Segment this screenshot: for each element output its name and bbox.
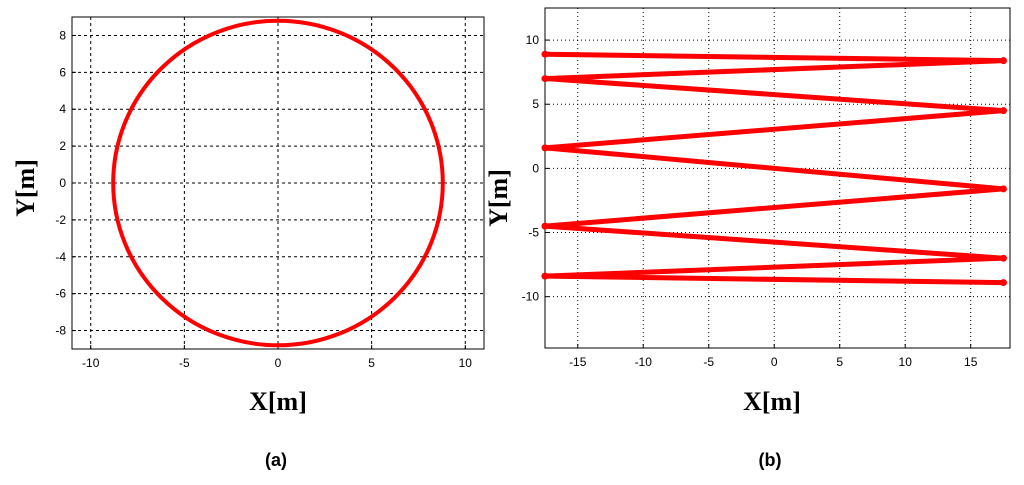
panel-a-y-tick-label: 2 (59, 139, 66, 153)
panel-a-y-tick-label: -6 (55, 287, 66, 301)
panel-a-circle-plot: -10 -5 0 5 10 -8 -6 -4 -2 0 2 4 6 8 X[m] Y[m] (a) (11, 16, 485, 470)
panel-a-y-axis-label: Y[m] (11, 159, 40, 217)
panel-b-x-tick-label: 10 (899, 355, 913, 369)
panel-a-x-tick-label: 5 (368, 356, 375, 370)
panel-b-y-axis-label: Y[m] (484, 169, 513, 227)
panel-b-trajectory-vertex (541, 75, 549, 83)
panel-b-trajectory-vertex (999, 185, 1007, 193)
panel-b-y-tick-label: 10 (526, 33, 540, 47)
panel-b-trajectory-vertex (541, 144, 549, 152)
panel-b-y-tick-label: 5 (532, 97, 539, 111)
panel-a-y-tick-label: -2 (55, 213, 66, 227)
panel-b-trajectory-vertex (999, 279, 1007, 287)
panel-b-trajectory-vertex (999, 57, 1007, 65)
panel-a-caption: (a) (265, 450, 287, 470)
panel-b-zigzag-trajectory (542, 51, 1006, 286)
panel-a-y-tick-label: 8 (59, 28, 66, 42)
panel-b-x-tick-label: -15 (569, 355, 587, 369)
panel-b-trajectory-vertex (999, 107, 1007, 115)
panel-b-zigzag-plot: -15 -10 -5 0 5 10 15 -10 -5 0 5 10 X[m] Y[m] (b) (484, 7, 1011, 470)
panel-a-x-tick-label: -5 (179, 356, 190, 370)
panel-a-x-tick-label: -10 (82, 356, 100, 370)
panel-a-circle-trajectory (111, 18, 445, 348)
panel-a-y-tick-label: -4 (55, 250, 66, 264)
panel-b-y-tick-label: -10 (522, 290, 540, 304)
panel-b-ticks: -15 -10 -5 0 5 10 15 -10 -5 0 5 10 (522, 33, 978, 369)
panel-b-trajectory-vertex (999, 254, 1007, 262)
panel-b-x-tick-label: 15 (964, 355, 978, 369)
panel-a-x-axis-label: X[m] (249, 387, 307, 416)
panel-a-y-tick-label: -8 (55, 324, 66, 338)
panel-b-y-tick-label: -5 (528, 226, 539, 240)
panel-b-trajectory-vertex (541, 222, 549, 230)
panel-b-x-tick-label: 5 (836, 355, 843, 369)
panel-b-trajectory-vertex (541, 272, 549, 280)
panel-a-y-tick-label: 6 (59, 65, 66, 79)
panel-a-x-tick-label: 0 (275, 356, 282, 370)
panel-b-trajectory-vertex (541, 50, 549, 58)
panel-a-x-tick-label: 10 (459, 356, 473, 370)
panel-b-y-tick-label: 0 (532, 161, 539, 175)
panel-a-series (111, 18, 445, 348)
panel-a-ticks: -10 -5 0 5 10 -8 -6 -4 -2 0 2 4 6 8 (55, 28, 472, 370)
panel-b-x-tick-label: 0 (771, 355, 778, 369)
panel-b-caption: (b) (759, 450, 782, 470)
panel-a-y-tick-label: 4 (59, 102, 66, 116)
panel-a-grid (72, 17, 484, 349)
panel-b-x-axis-label: X[m] (743, 387, 801, 416)
panel-a-y-tick-label: 0 (59, 176, 66, 190)
panel-b-series (541, 50, 1007, 287)
panel-b-x-tick-label: -5 (703, 355, 714, 369)
panel-b-x-tick-label: -10 (635, 355, 653, 369)
